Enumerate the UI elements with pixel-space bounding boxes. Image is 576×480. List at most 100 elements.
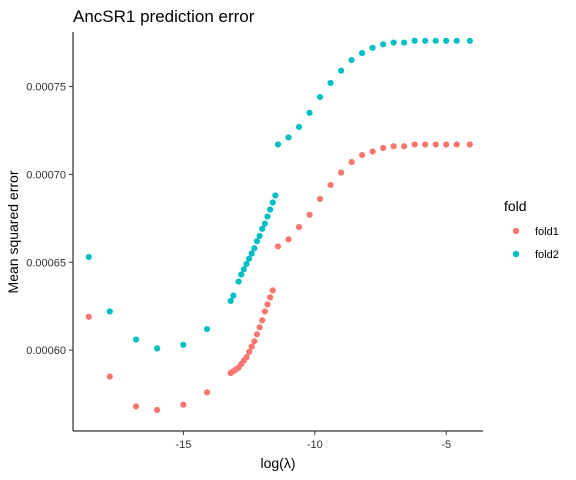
data-point (432, 37, 439, 44)
data-point (285, 236, 292, 243)
data-point (253, 238, 261, 245)
y-tick-label: 0.00075 (26, 81, 66, 93)
data-point (85, 313, 92, 320)
data-point (203, 325, 211, 333)
data-point (203, 389, 211, 396)
legend-items: fold1 fold2 (512, 226, 559, 261)
data-point (337, 67, 345, 74)
y-tick-label: 0.00060 (26, 345, 66, 357)
data-point (227, 297, 234, 305)
data-point (411, 141, 418, 148)
data-point (443, 141, 450, 148)
data-point (180, 341, 187, 348)
data-point (380, 144, 387, 152)
data-point (238, 271, 245, 278)
data-point (245, 255, 253, 262)
data-point (285, 134, 292, 141)
y-tick-label: 0.00065 (26, 257, 66, 269)
data-point (243, 354, 250, 361)
data-point (235, 278, 242, 285)
data-point (401, 143, 408, 150)
data-point (453, 141, 460, 148)
data-point (274, 141, 282, 148)
data-point (154, 406, 161, 414)
data-point (253, 331, 261, 338)
data-point (466, 37, 473, 44)
x-axis-title: log(λ) (260, 455, 295, 471)
data-point (295, 123, 303, 131)
data-point (256, 324, 263, 331)
data-point (248, 343, 255, 350)
data-point (443, 37, 450, 44)
data-point (369, 44, 376, 51)
x-ticks: -15 -10 -5 (175, 431, 451, 451)
data-point (432, 141, 439, 148)
legend-label-fold1: fold1 (535, 226, 559, 238)
data-point (243, 260, 250, 268)
data-point (251, 338, 258, 345)
data-point (85, 253, 92, 261)
data-point (327, 79, 334, 87)
data-point (269, 199, 276, 206)
data-point (337, 169, 345, 176)
legend-key-fold2 (512, 250, 520, 258)
x-tick-label: -10 (307, 439, 323, 451)
chart-title: AncSR1 prediction error (73, 7, 255, 26)
series-fold2 (85, 37, 473, 352)
data-point (264, 213, 271, 220)
data-point (422, 141, 429, 148)
data-point (106, 373, 113, 380)
legend: fold fold1 fold2 (504, 198, 559, 261)
legend-title: fold (504, 198, 527, 214)
y-tick-label: 0.00070 (26, 169, 66, 181)
data-points (85, 37, 473, 414)
data-point (272, 192, 279, 199)
data-point (359, 151, 366, 159)
data-point (132, 403, 140, 410)
data-point (380, 41, 387, 48)
data-point (411, 37, 418, 44)
data-point (348, 158, 355, 166)
data-point (240, 266, 247, 273)
data-point (348, 57, 355, 64)
series-fold1 (85, 141, 473, 414)
data-point (466, 141, 473, 148)
data-point (132, 336, 140, 343)
data-point (359, 49, 366, 57)
data-point (269, 287, 276, 294)
data-point (422, 37, 429, 44)
data-point (267, 294, 274, 301)
data-point (245, 348, 253, 355)
data-point (316, 93, 324, 101)
data-point (316, 195, 324, 203)
data-point (259, 225, 266, 232)
data-point (259, 317, 266, 324)
y-axis-title: Mean squared error (5, 170, 21, 293)
data-point (295, 224, 303, 231)
data-point (267, 206, 274, 213)
data-point (327, 181, 334, 189)
data-point (264, 301, 271, 308)
x-tick-label: -15 (175, 439, 191, 451)
data-point (251, 245, 258, 252)
data-point (248, 250, 255, 257)
data-point (261, 308, 268, 315)
data-point (256, 232, 263, 239)
data-point (453, 37, 460, 44)
data-point (230, 292, 237, 299)
y-ticks: 0.00060 0.00065 0.00070 0.00075 (26, 81, 73, 357)
data-point (274, 243, 282, 250)
legend-label-fold2: fold2 (535, 249, 559, 261)
data-point (106, 308, 113, 315)
data-point (369, 148, 376, 155)
plot-area: -15 -10 -5 0.00060 0.00065 0.00070 0.00075 (26, 32, 483, 451)
data-point (306, 211, 313, 218)
legend-key-fold1 (512, 227, 520, 235)
data-point (390, 39, 397, 46)
data-point (390, 143, 397, 150)
x-tick-label: -5 (441, 439, 451, 451)
data-point (154, 345, 161, 352)
data-point (180, 401, 187, 408)
data-point (401, 39, 408, 46)
